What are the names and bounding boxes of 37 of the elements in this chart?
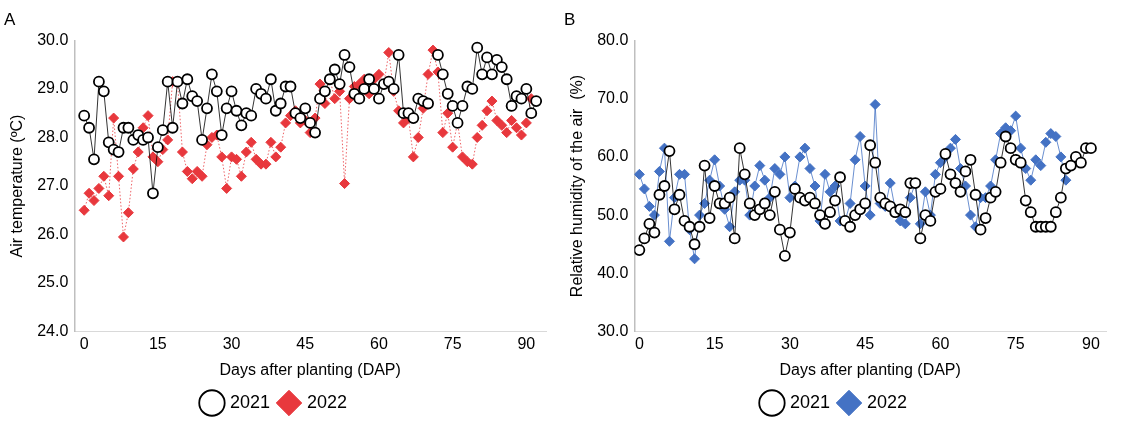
x-tick-label: 90 bbox=[1082, 334, 1100, 352]
x-tick-label: 90 bbox=[517, 334, 536, 352]
y-tick-label: 24.0 bbox=[37, 322, 69, 340]
legend-label: 2021 bbox=[789, 391, 830, 412]
x-axis-title: Days after planting (DAP) bbox=[219, 360, 401, 378]
y-tick-label: 27.0 bbox=[37, 176, 69, 194]
chart-title: B bbox=[564, 9, 576, 29]
legend-label: 2022 bbox=[307, 391, 348, 412]
x-tick-label: 15 bbox=[148, 334, 167, 352]
y-tick-label: 60.0 bbox=[597, 147, 629, 165]
x-tick-label: 45 bbox=[296, 334, 315, 352]
legend-label: 2021 bbox=[229, 391, 270, 412]
x-tick-label: 45 bbox=[856, 334, 875, 352]
y-tick-label: 80.0 bbox=[597, 30, 629, 48]
y-tick-label: 50.0 bbox=[597, 205, 629, 223]
y-tick-label: 26.0 bbox=[37, 224, 69, 242]
x-tick-label: 75 bbox=[443, 334, 462, 352]
chart-title: A bbox=[4, 9, 16, 29]
y-axis-title: Air temperature (ºC) bbox=[8, 114, 26, 258]
x-tick-label: 60 bbox=[370, 334, 388, 352]
y-axis-title: Relative humidity of the air (%) bbox=[568, 74, 586, 298]
x-axis-title: Days after planting (DAP) bbox=[779, 360, 961, 378]
x-tick-label: 30 bbox=[780, 334, 799, 352]
y-tick-label: 30.0 bbox=[597, 322, 629, 340]
x-tick-label: 60 bbox=[931, 334, 950, 352]
y-tick-label: 29.0 bbox=[37, 79, 69, 97]
y-tick-label: 28.0 bbox=[37, 127, 69, 145]
y-tick-label: 70.0 bbox=[597, 89, 629, 107]
x-tick-label: 30 bbox=[222, 334, 241, 352]
x-tick-label: 75 bbox=[1006, 334, 1025, 352]
x-tick-label: 15 bbox=[705, 334, 724, 352]
y-tick-label: 30.0 bbox=[37, 30, 69, 48]
x-tick-label: 0 bbox=[79, 334, 89, 352]
x-tick-label: 0 bbox=[634, 334, 644, 352]
legend-label: 2022 bbox=[867, 391, 908, 412]
y-tick-label: 40.0 bbox=[597, 263, 629, 281]
y-tick-label: 25.0 bbox=[37, 273, 69, 291]
